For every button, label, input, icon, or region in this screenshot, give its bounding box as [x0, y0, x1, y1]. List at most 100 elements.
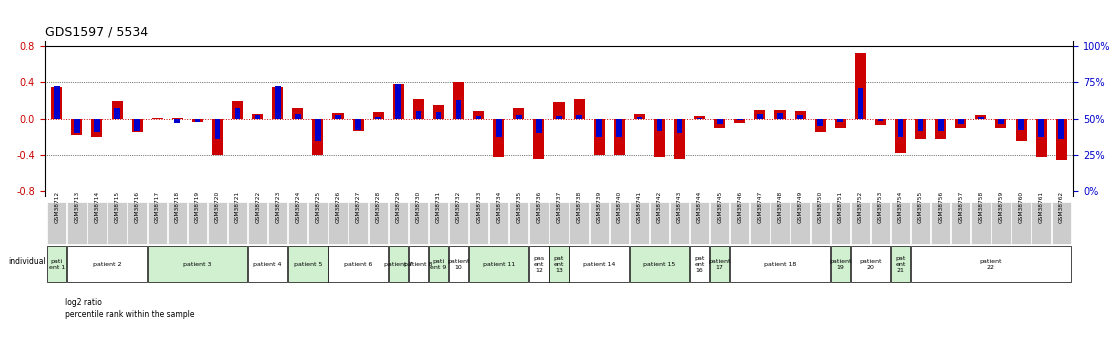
Text: pat
ent
21: pat ent 21 [896, 256, 906, 273]
Text: GSM38723: GSM38723 [275, 191, 281, 223]
Bar [1015, 119, 1026, 141]
FancyBboxPatch shape [992, 203, 1011, 244]
Text: GSM38761: GSM38761 [1039, 191, 1043, 223]
Text: pati
ent 1: pati ent 1 [49, 259, 65, 269]
Text: GSM38730: GSM38730 [416, 191, 420, 223]
FancyBboxPatch shape [569, 203, 589, 244]
FancyBboxPatch shape [831, 246, 850, 282]
Bar [396, 84, 401, 119]
FancyBboxPatch shape [1052, 203, 1071, 244]
Bar [152, 118, 163, 119]
FancyBboxPatch shape [650, 203, 669, 244]
Bar [332, 113, 343, 119]
FancyBboxPatch shape [429, 246, 448, 282]
Text: GSM38726: GSM38726 [335, 191, 341, 223]
Text: GSM38752: GSM38752 [858, 191, 863, 223]
Bar [978, 117, 984, 119]
Bar [858, 88, 863, 119]
Bar [57, 310, 63, 319]
Bar [958, 119, 964, 124]
Bar [352, 119, 363, 131]
FancyBboxPatch shape [891, 203, 910, 244]
Text: patient 8: patient 8 [405, 262, 433, 267]
Bar [574, 99, 585, 119]
Text: GSM38733: GSM38733 [476, 191, 481, 223]
Text: GSM38750: GSM38750 [817, 191, 823, 223]
Bar [315, 119, 321, 141]
Text: GSM38751: GSM38751 [837, 191, 843, 223]
Bar [634, 114, 645, 119]
FancyBboxPatch shape [710, 246, 729, 282]
FancyBboxPatch shape [549, 246, 569, 282]
FancyBboxPatch shape [609, 203, 629, 244]
Text: GSM38725: GSM38725 [315, 191, 321, 223]
Bar [757, 114, 762, 119]
FancyBboxPatch shape [468, 246, 529, 282]
Text: patient 14: patient 14 [582, 262, 615, 267]
FancyBboxPatch shape [569, 246, 629, 282]
Text: GSM38742: GSM38742 [657, 191, 662, 223]
Text: patient
10: patient 10 [447, 259, 470, 269]
Bar [676, 119, 682, 133]
Text: GSM38734: GSM38734 [496, 191, 501, 223]
Text: pat
ent
16: pat ent 16 [694, 256, 704, 273]
Bar [275, 86, 281, 119]
Bar [775, 110, 786, 119]
Bar [212, 119, 222, 155]
Bar [255, 115, 260, 119]
Text: GSM38712: GSM38712 [55, 191, 59, 223]
Text: GSM38735: GSM38735 [517, 191, 521, 223]
Text: GSM38744: GSM38744 [698, 191, 702, 223]
Bar [737, 119, 742, 120]
Text: log2 ratio: log2 ratio [65, 298, 102, 307]
Bar [878, 119, 883, 121]
Bar [553, 102, 565, 119]
Text: pati
ent 9: pati ent 9 [430, 259, 447, 269]
FancyBboxPatch shape [449, 203, 468, 244]
Text: GSM38713: GSM38713 [75, 191, 79, 223]
Bar [654, 119, 665, 157]
Text: patient 6: patient 6 [344, 262, 372, 267]
FancyBboxPatch shape [911, 246, 1071, 282]
Bar [594, 119, 605, 155]
Text: patient 2: patient 2 [93, 262, 121, 267]
FancyBboxPatch shape [67, 246, 146, 282]
Text: GSM38762: GSM38762 [1059, 191, 1063, 223]
FancyBboxPatch shape [148, 246, 247, 282]
Bar [72, 119, 83, 135]
Bar [596, 119, 601, 137]
FancyBboxPatch shape [329, 203, 348, 244]
Bar [918, 119, 923, 131]
Bar [717, 119, 722, 124]
Bar [416, 111, 421, 119]
FancyBboxPatch shape [931, 203, 950, 244]
Bar [74, 119, 79, 133]
Bar [1039, 119, 1044, 137]
Text: GSM38715: GSM38715 [114, 191, 120, 223]
FancyBboxPatch shape [589, 203, 609, 244]
Bar [935, 119, 946, 139]
FancyBboxPatch shape [690, 203, 709, 244]
Bar [915, 119, 926, 139]
FancyBboxPatch shape [1012, 203, 1031, 244]
Bar [674, 119, 685, 159]
Text: GSM38743: GSM38743 [678, 191, 682, 223]
FancyBboxPatch shape [1032, 203, 1051, 244]
FancyBboxPatch shape [248, 246, 287, 282]
Text: GSM38757: GSM38757 [958, 191, 964, 223]
Bar [413, 99, 424, 119]
Text: GSM38754: GSM38754 [898, 191, 903, 223]
Bar [192, 119, 203, 122]
FancyBboxPatch shape [730, 203, 749, 244]
FancyBboxPatch shape [831, 203, 850, 244]
FancyBboxPatch shape [529, 246, 549, 282]
Bar [837, 119, 843, 122]
FancyBboxPatch shape [47, 203, 66, 244]
FancyBboxPatch shape [750, 203, 769, 244]
Bar [312, 119, 323, 155]
Bar [372, 112, 383, 119]
FancyBboxPatch shape [951, 203, 970, 244]
Bar [896, 119, 906, 153]
Text: GSM38758: GSM38758 [978, 191, 984, 223]
Bar [272, 87, 283, 119]
